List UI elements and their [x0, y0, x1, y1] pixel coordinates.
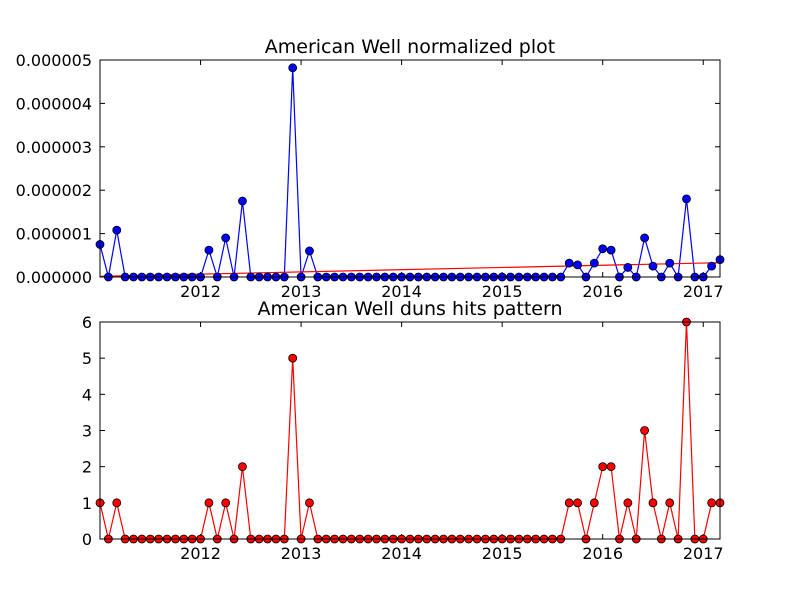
data-point	[573, 498, 582, 508]
x-tick-label: 2017	[683, 282, 724, 301]
data-point	[707, 498, 717, 508]
data-point	[598, 462, 608, 472]
data-point	[564, 258, 574, 268]
y-tick-label: 0	[82, 530, 92, 549]
data-point	[589, 498, 599, 508]
data-point	[112, 498, 122, 508]
data-point	[623, 263, 633, 272]
y-tick-label: 0.000002	[16, 181, 92, 200]
data-point	[204, 498, 214, 508]
plot-area: 0.000000 0.000001 0.000002 0.000003 0.000004…	[16, 51, 725, 301]
x-tick-label: 2015	[482, 282, 523, 301]
x-tick-label: 2012	[180, 282, 221, 301]
data-point	[238, 196, 247, 206]
x-tick-label: 2016	[582, 282, 623, 301]
data-point	[648, 498, 658, 508]
data-point	[305, 498, 314, 508]
y-tick-label: 0.000000	[16, 268, 92, 287]
x-tick-label: 2017	[683, 544, 724, 563]
x-tick-label: 2014	[381, 282, 422, 301]
plot-frame	[99, 59, 721, 278]
x-tick-label: 2012	[180, 544, 221, 563]
y-tick-label: 1	[82, 494, 92, 513]
x-tick-label: 2015	[482, 544, 523, 563]
y-tick-label: 0.000004	[16, 94, 92, 113]
data-point	[288, 63, 298, 73]
y-tick-label: 4	[82, 385, 92, 404]
y-tick-label: 2	[82, 458, 92, 477]
data-point	[564, 498, 574, 508]
data-point	[305, 246, 314, 256]
data-point	[221, 498, 231, 508]
data-point	[238, 462, 247, 472]
data-point	[682, 194, 691, 204]
x-tick-label: 2014	[381, 544, 422, 563]
plot-area: 0 1 2 3 4 5 6 2012 2013 2014 2015 2016 2017	[82, 313, 725, 563]
y-tick-label: 3	[82, 422, 92, 441]
data-point	[640, 426, 649, 435]
data-point	[204, 245, 214, 255]
data-point	[598, 244, 608, 254]
data-point	[623, 498, 633, 508]
data-point	[665, 258, 675, 268]
x-tick-label: 2013	[281, 282, 322, 301]
chart-title: American Well duns hits pattern	[257, 298, 562, 320]
data-point	[288, 353, 298, 363]
data-point	[589, 258, 599, 268]
y-tick-label: 0.000003	[16, 138, 92, 157]
data-point	[112, 225, 122, 235]
y-tick-label: 0.000001	[16, 225, 92, 244]
data-point	[573, 260, 582, 270]
data-point	[606, 462, 616, 472]
data-point	[648, 261, 658, 271]
y-tick-label: 5	[82, 349, 92, 368]
x-tick-label: 2013	[281, 544, 322, 563]
x-tick-label: 2016	[582, 544, 623, 563]
normalized-plot-chart: American Well normalized plot 0.0000000.…	[16, 36, 725, 301]
y-tick-label: 6	[82, 313, 92, 332]
data-point	[606, 245, 616, 255]
y-tick-label: 0.000005	[16, 51, 92, 70]
data-point	[707, 261, 717, 271]
duns-hits-chart: American Well duns hits pattern 0 1 2 3 4 5 6 2…	[82, 298, 725, 563]
chart-title: American Well normalized plot	[265, 36, 555, 58]
data-point	[221, 233, 231, 243]
series-line	[99, 67, 721, 280]
data-point	[640, 233, 649, 243]
plot-frame	[99, 321, 721, 540]
data-point	[665, 498, 675, 508]
